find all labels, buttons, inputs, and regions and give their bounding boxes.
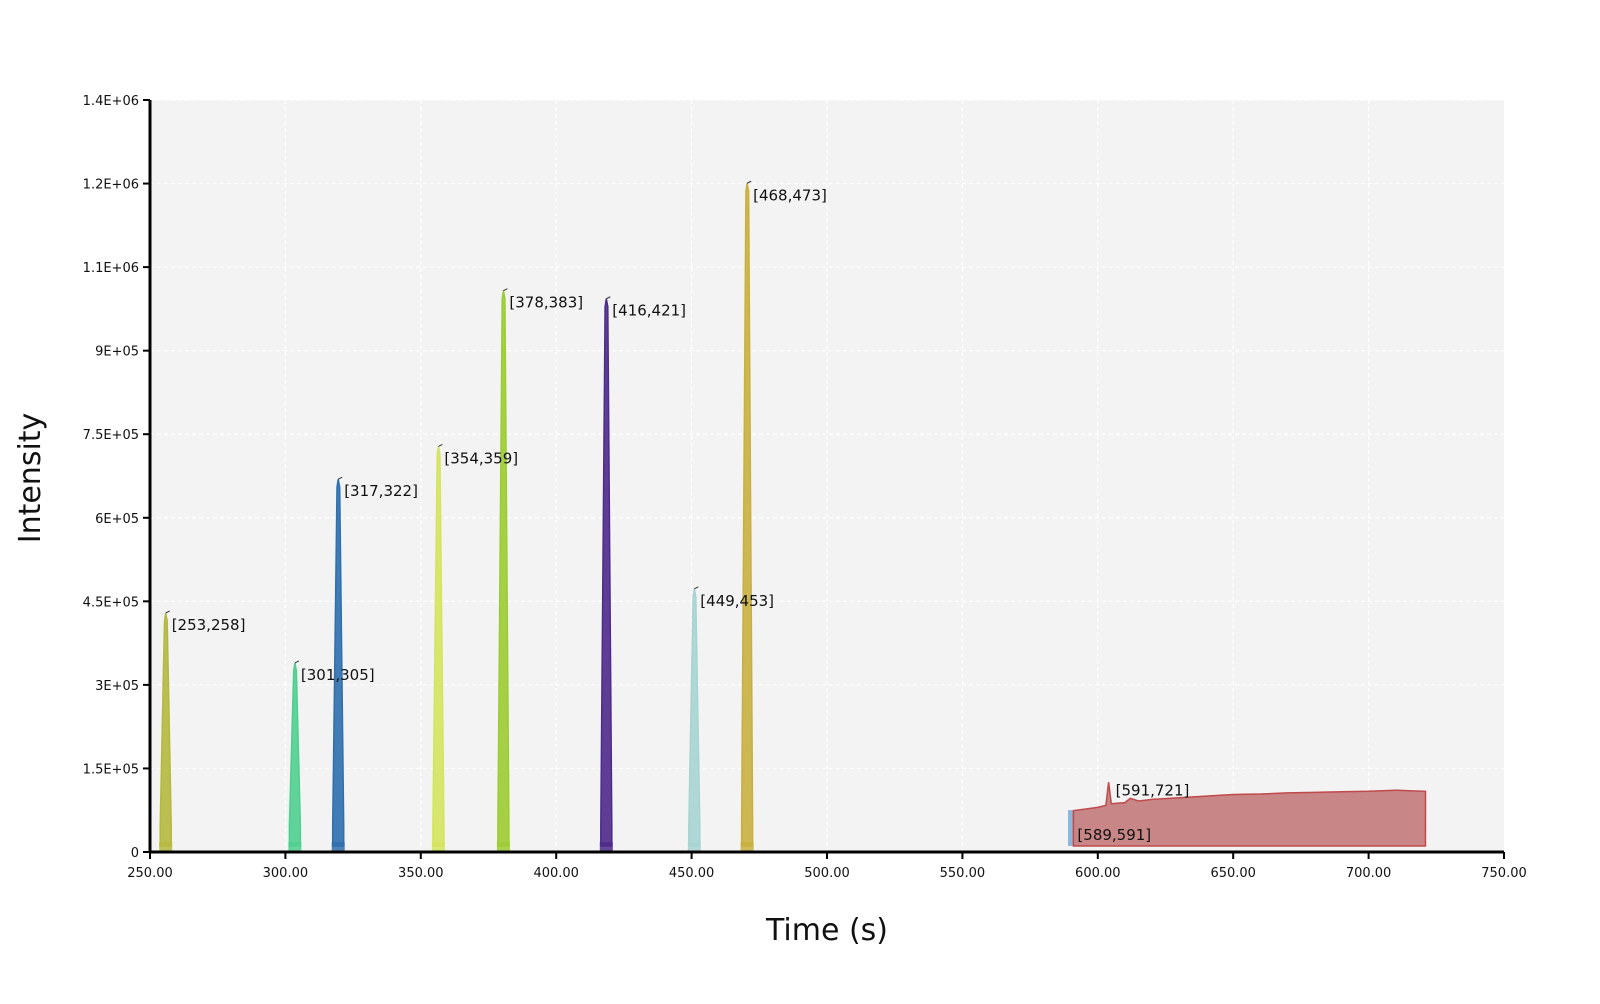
x-tick-label: 600.00 <box>1075 866 1121 881</box>
peak-apex-mark <box>438 444 443 447</box>
y-tick-label: 7.5E+05 <box>83 428 139 443</box>
peak-label: [468,473] <box>753 186 827 204</box>
series-layer <box>159 180 1427 852</box>
peak-area <box>1068 810 1074 846</box>
peak-label: [354,359] <box>444 449 518 467</box>
y-tick-label: 0 <box>131 846 139 861</box>
peak-label: [378,383] <box>509 294 583 312</box>
x-tick-label: 350.00 <box>398 866 444 881</box>
peak-series <box>1068 810 1074 846</box>
x-tick-label: 500.00 <box>804 866 850 881</box>
peak-label: [591,721] <box>1116 782 1190 800</box>
peak-series <box>288 660 302 852</box>
peak-area <box>497 290 510 847</box>
x-tick-label: 750.00 <box>1481 866 1527 881</box>
peak-area <box>1072 782 1427 847</box>
peak-area <box>159 612 172 847</box>
peak-window <box>431 842 445 852</box>
y-tick-label: 1.2E+06 <box>83 178 139 193</box>
peak-area <box>288 662 302 847</box>
peak-area <box>331 479 345 847</box>
peak-series <box>740 180 754 852</box>
axes: 250.00 300.00 350.00 400.00 450.00 500.00 550.… <box>83 94 1527 881</box>
grid-lines <box>150 99 1504 852</box>
x-tick-label: 550.00 <box>940 866 986 881</box>
peak-window <box>687 842 701 852</box>
peak-apex-mark <box>337 476 343 480</box>
peak-label: [301,305] <box>301 666 375 684</box>
x-tick-label: 450.00 <box>669 866 715 881</box>
peak-area <box>432 446 445 847</box>
y-axis-title: Intensity <box>13 413 48 544</box>
peak-window <box>740 842 754 852</box>
peak-series <box>331 476 345 852</box>
peak-label: [449,453] <box>700 592 774 610</box>
peak-series <box>599 296 613 852</box>
peak-apex-mark <box>503 288 508 292</box>
peak-window <box>159 842 173 852</box>
peak-window <box>496 842 510 852</box>
peak-apex-mark <box>165 610 170 614</box>
peak-area <box>740 183 754 847</box>
peak-series <box>159 610 173 852</box>
y-tick-label: 3E+05 <box>95 679 139 694</box>
peak-area <box>688 588 701 847</box>
x-tick-label: 700.00 <box>1346 866 1392 881</box>
y-tick-label: 9E+05 <box>95 345 139 360</box>
peak-label: [589,591] <box>1077 826 1151 844</box>
peak-series <box>431 444 445 852</box>
y-tick-label: 1.4E+06 <box>83 94 139 109</box>
y-tick-label: 1.1E+06 <box>83 261 139 276</box>
peak-apex-mark <box>746 180 752 184</box>
peak-window <box>288 842 302 852</box>
peak-window <box>599 842 613 852</box>
x-tick-label: 300.00 <box>263 866 309 881</box>
peak-series <box>496 288 510 852</box>
peak-labels: [253,258] [301,305] [317,322] [354,359] [378… <box>172 186 1190 844</box>
peak-series <box>687 586 701 852</box>
x-tick-label: 250.00 <box>127 866 173 881</box>
peak-label: [253,258] <box>172 616 246 634</box>
y-tick-label: 1.5E+05 <box>83 762 139 777</box>
peak-window <box>331 842 345 852</box>
y-tick-label: 4.5E+05 <box>83 595 139 610</box>
peak-label: [416,421] <box>612 302 686 320</box>
x-tick-label: 400.00 <box>533 866 579 881</box>
y-tick-label: 6E+05 <box>95 512 139 527</box>
peak-apex-mark <box>694 586 699 590</box>
peak-area <box>600 298 613 847</box>
peak-apex-mark <box>294 660 300 664</box>
peak-label: [317,322] <box>344 482 418 500</box>
peak-apex-mark <box>606 296 611 300</box>
x-tick-label: 650.00 <box>1210 866 1256 881</box>
peak-series <box>1072 782 1427 847</box>
x-axis-title: Time (s) <box>765 913 888 948</box>
